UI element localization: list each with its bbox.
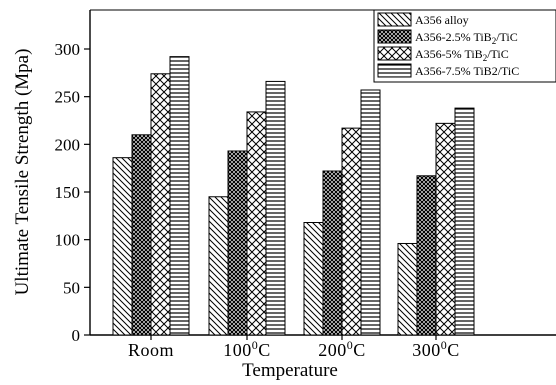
bar bbox=[150, 73, 171, 336]
bar bbox=[131, 134, 152, 336]
legend-label: A356-2.5% TiB2/TiC bbox=[415, 30, 518, 46]
legend-label: A356 alloy bbox=[415, 13, 469, 27]
bar bbox=[322, 170, 343, 336]
x-axis-title: Temperature bbox=[242, 360, 338, 381]
bar bbox=[397, 242, 418, 336]
y-tick-label: 100 bbox=[55, 231, 81, 250]
legend-swatch bbox=[377, 63, 412, 78]
x-tick-label: 1000C bbox=[223, 338, 271, 360]
y-ticks: 0 50 100 150 200 250 300 bbox=[55, 40, 90, 345]
legend-swatch bbox=[377, 12, 412, 27]
bar bbox=[341, 127, 362, 336]
y-axis-title: Ultimate Tensile Strength (Mpa) bbox=[12, 49, 33, 296]
bar bbox=[112, 157, 133, 336]
bar bbox=[246, 111, 267, 336]
legend-label: A356-5% TiB2/TiC bbox=[415, 47, 509, 63]
bar bbox=[454, 107, 475, 336]
y-tick-label: 150 bbox=[55, 183, 81, 202]
x-tick-label: 3000C bbox=[412, 338, 460, 360]
x-tick-label: 2000C bbox=[318, 338, 366, 360]
y-tick-label: 200 bbox=[55, 135, 81, 154]
y-tick-label: 0 bbox=[72, 326, 81, 345]
bars bbox=[112, 56, 475, 336]
bar bbox=[435, 122, 456, 336]
bar bbox=[208, 196, 229, 336]
legend-swatch bbox=[377, 29, 412, 44]
x-tick-label: Room bbox=[128, 340, 174, 360]
legend-swatch bbox=[377, 46, 412, 61]
y-tick-label: 50 bbox=[63, 278, 80, 297]
bar bbox=[227, 150, 248, 336]
bar bbox=[169, 56, 190, 336]
bar bbox=[360, 89, 381, 336]
y-tick-label: 300 bbox=[55, 40, 81, 59]
bar bbox=[416, 175, 437, 336]
bar bbox=[303, 222, 324, 336]
y-tick-label: 250 bbox=[55, 88, 81, 107]
x-tick-labels: Room 1000C 2000C 3000C bbox=[128, 335, 460, 360]
legend-label: A356-7.5% TiB2/TiC bbox=[415, 64, 519, 78]
bar bbox=[265, 80, 286, 336]
